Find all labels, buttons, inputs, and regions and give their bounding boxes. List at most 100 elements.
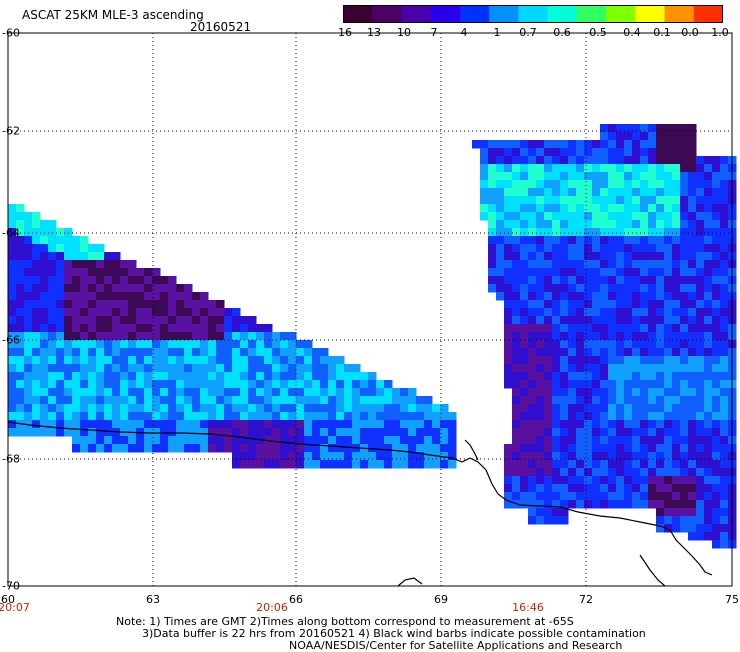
- data-pixel: [240, 324, 249, 333]
- data-pixel: [136, 292, 145, 301]
- data-pixel: [672, 324, 681, 333]
- data-pixel: [560, 420, 569, 429]
- coastline: [7, 421, 713, 587]
- data-pixel: [648, 380, 657, 389]
- data-pixel: [248, 436, 257, 445]
- data-pixel: [712, 204, 721, 213]
- data-pixel: [512, 212, 521, 221]
- data-pixel: [512, 484, 521, 493]
- data-pixel: [408, 404, 417, 413]
- data-pixel: [584, 412, 593, 421]
- data-pixel: [160, 396, 169, 405]
- data-pixel: [720, 460, 729, 469]
- data-pixel: [584, 396, 593, 405]
- data-pixel: [656, 356, 665, 365]
- data-pixel: [544, 220, 553, 229]
- data-pixel: [608, 220, 617, 229]
- data-pixel: [32, 372, 41, 381]
- data-pixel: [184, 324, 193, 333]
- data-pixel: [8, 396, 17, 405]
- data-pixel: [88, 252, 97, 261]
- data-pixel: [632, 252, 641, 261]
- data-pixel: [600, 420, 609, 429]
- data-pixel: [584, 484, 593, 493]
- data-pixel: [448, 460, 457, 469]
- data-pixel: [584, 468, 593, 477]
- data-pixel: [624, 156, 633, 165]
- data-pixel: [680, 316, 689, 325]
- data-pixel: [672, 484, 681, 493]
- data-pixel: [112, 260, 121, 269]
- data-pixel: [248, 444, 257, 453]
- data-pixel: [704, 492, 713, 501]
- data-pixel: [656, 148, 665, 157]
- data-pixel: [688, 404, 697, 413]
- longitude-label: 66: [289, 593, 303, 606]
- data-pixel: [616, 292, 625, 301]
- data-pixel: [232, 316, 241, 325]
- data-pixel: [280, 372, 289, 381]
- data-pixel: [520, 180, 529, 189]
- data-pixel: [128, 380, 137, 389]
- data-pixel: [96, 396, 105, 405]
- data-pixel: [264, 404, 273, 413]
- data-pixel: [624, 228, 633, 237]
- data-pixel: [304, 372, 313, 381]
- data-pixel: [176, 404, 185, 413]
- data-pixel: [600, 156, 609, 165]
- data-pixel: [552, 436, 561, 445]
- data-pixel: [376, 380, 385, 389]
- data-pixel: [720, 540, 729, 549]
- data-pixel: [608, 412, 617, 421]
- data-pixel: [680, 412, 689, 421]
- data-pixel: [696, 172, 705, 181]
- data-pixel: [712, 396, 721, 405]
- data-pixel: [32, 340, 41, 349]
- data-pixel: [608, 244, 617, 253]
- data-pixel: [16, 276, 25, 285]
- data-pixel: [112, 364, 121, 373]
- data-pixel: [664, 476, 673, 485]
- data-pixel: [72, 356, 81, 365]
- data-pixel: [680, 284, 689, 293]
- data-pixel: [616, 228, 625, 237]
- data-pixel: [688, 164, 697, 173]
- data-pixel: [536, 140, 545, 149]
- data-pixel: [24, 212, 33, 221]
- data-pixel: [552, 332, 561, 341]
- data-pixel: [712, 428, 721, 437]
- data-pixel: [560, 220, 569, 229]
- data-pixel: [664, 468, 673, 477]
- data-pixel: [632, 404, 641, 413]
- data-pixel: [664, 316, 673, 325]
- data-pixel: [184, 364, 193, 373]
- data-pixel: [248, 428, 257, 437]
- data-pixel: [360, 436, 369, 445]
- data-pixel: [152, 356, 161, 365]
- data-pixel: [24, 316, 33, 325]
- data-pixel: [264, 388, 273, 397]
- data-pixel: [688, 324, 697, 333]
- data-pixel: [40, 388, 49, 397]
- data-pixel: [544, 372, 553, 381]
- data-pixel: [8, 300, 17, 309]
- data-pixel: [272, 356, 281, 365]
- data-pixel: [368, 412, 377, 421]
- data-pixel: [704, 204, 713, 213]
- data-pixel: [712, 172, 721, 181]
- data-pixel: [648, 140, 657, 149]
- data-pixel: [664, 492, 673, 501]
- data-pixel: [712, 276, 721, 285]
- data-pixel: [24, 404, 33, 413]
- data-pixel: [120, 436, 129, 445]
- data-pixel: [64, 316, 73, 325]
- data-pixel: [40, 276, 49, 285]
- data-pixel: [312, 428, 321, 437]
- data-pixel: [656, 332, 665, 341]
- data-pixel: [704, 484, 713, 493]
- data-pixel: [552, 268, 561, 277]
- data-pixel: [344, 404, 353, 413]
- data-pixel: [592, 428, 601, 437]
- data-pixel: [632, 124, 641, 133]
- data-pixel: [656, 188, 665, 197]
